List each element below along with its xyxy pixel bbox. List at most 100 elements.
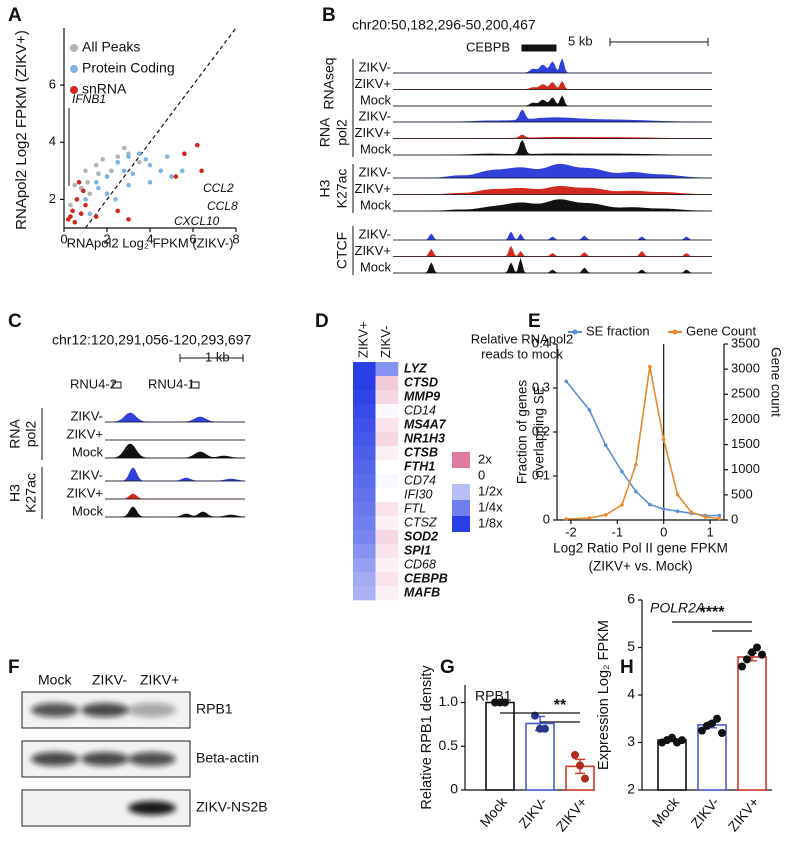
row-label: MS4A7	[404, 417, 447, 431]
track-signal	[393, 58, 712, 74]
track-label: ZIKV-	[358, 164, 391, 179]
point	[74, 197, 80, 202]
heat-cell	[375, 362, 399, 377]
legend-swatch	[452, 516, 470, 532]
point	[678, 736, 686, 745]
point	[83, 197, 88, 202]
group-label: CTCF	[334, 232, 350, 269]
row-label: IFI30	[404, 487, 433, 501]
lane-label: Mock	[38, 672, 72, 688]
panel-label: H	[620, 657, 634, 678]
scale-bar	[179, 354, 244, 362]
track-label: Mock	[360, 259, 392, 274]
y2-tick-label: 1500	[731, 436, 760, 451]
heat-cell	[353, 460, 376, 475]
y-tick-label: 0.2	[532, 423, 550, 438]
legend-label: Gene Count	[686, 323, 756, 338]
heat-cell	[353, 516, 376, 531]
marker	[587, 408, 592, 412]
blot-band	[128, 801, 176, 815]
track-signal	[393, 109, 713, 123]
legend-label: snRNA	[82, 81, 127, 97]
point	[668, 733, 676, 742]
blot-band	[31, 752, 79, 766]
marker	[587, 516, 592, 520]
heat-cell	[375, 572, 399, 587]
point	[531, 711, 539, 720]
track-label: ZIKV-	[358, 59, 391, 74]
x-tick-label: -1	[612, 524, 624, 539]
group-label: K27ac	[23, 473, 39, 513]
series-line	[566, 366, 720, 520]
x-tick-label: 0	[660, 524, 667, 539]
y-tick-label: 4	[49, 134, 56, 149]
heat-cell	[353, 376, 376, 391]
gene-label: RNU4-2	[70, 376, 117, 391]
panel-label: G	[440, 657, 455, 678]
point	[68, 214, 73, 219]
point	[758, 650, 766, 659]
point	[581, 774, 589, 783]
point	[576, 761, 584, 770]
track-signal	[393, 134, 713, 139]
column-label: ZIKV+	[356, 322, 371, 359]
annotation: IFNB1	[72, 92, 106, 106]
row-label: NR1H3	[404, 431, 445, 445]
point	[126, 217, 131, 222]
x-tick-label: Mock	[476, 793, 510, 830]
panel-label: F	[8, 657, 20, 678]
point	[136, 159, 142, 165]
heat-cell	[353, 404, 376, 419]
marker	[647, 364, 652, 369]
track-signal	[393, 257, 712, 274]
track-label: Mock	[360, 197, 392, 212]
heat-cell	[375, 516, 399, 531]
point	[68, 202, 73, 208]
marker	[647, 502, 652, 507]
track-signal	[393, 163, 713, 179]
y2-axis-label: Gene count	[768, 347, 783, 417]
point	[113, 197, 118, 202]
heat-cell	[353, 586, 376, 601]
bar	[485, 701, 515, 791]
track-signal	[393, 95, 712, 107]
legend-marker	[70, 65, 78, 73]
point	[87, 211, 93, 217]
marker	[634, 462, 638, 467]
track-signal	[393, 139, 713, 156]
group-label: RNA	[7, 419, 23, 449]
group-label: H3	[7, 484, 23, 502]
heat-cell	[375, 404, 399, 419]
point	[115, 208, 121, 214]
point	[199, 168, 204, 174]
point	[173, 174, 179, 179]
point	[164, 154, 170, 159]
track-signal	[393, 199, 713, 212]
marker	[717, 513, 722, 518]
y-axis-label: Expression Log₂ FPKM	[596, 620, 612, 770]
point	[83, 168, 88, 174]
point	[698, 726, 706, 735]
legend-label: SE fraction	[586, 323, 650, 338]
series-line	[565, 380, 720, 517]
blot-band	[31, 703, 79, 717]
point	[195, 142, 200, 148]
track-signal	[105, 493, 245, 500]
y-tick-label: 0.4	[532, 335, 550, 350]
point	[78, 211, 84, 217]
x-tick-label: ZIKV+	[553, 794, 591, 834]
heat-cell	[375, 558, 399, 573]
y2-tick-label: 500	[731, 486, 753, 501]
legend-title: reads to mock	[481, 346, 563, 361]
y-axis-label: RNApol2 Log2 FPKM (ZIKV+)	[13, 30, 30, 230]
y-tick-label: 0.5	[439, 737, 459, 753]
scale-label: 1 kb	[205, 349, 230, 364]
point	[96, 171, 101, 177]
heat-cell	[353, 544, 376, 559]
marker	[661, 507, 666, 511]
marker	[675, 493, 680, 497]
point	[126, 182, 131, 188]
heat-cell	[375, 446, 399, 461]
blot-band	[81, 703, 129, 717]
